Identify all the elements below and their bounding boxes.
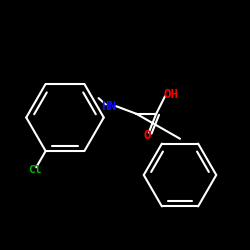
Text: HN: HN <box>101 100 116 113</box>
Text: OH: OH <box>164 88 179 102</box>
Text: O: O <box>144 129 151 142</box>
Text: Cl: Cl <box>28 165 42 175</box>
